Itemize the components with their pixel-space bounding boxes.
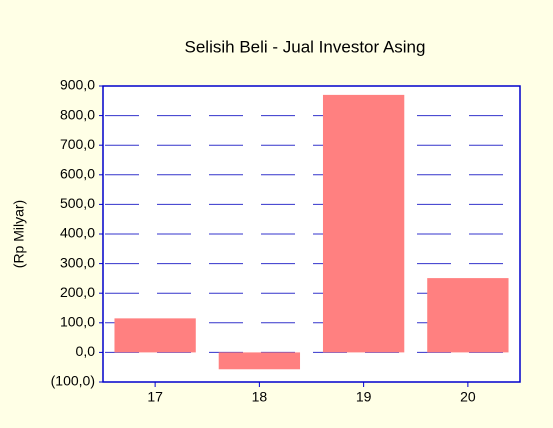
x-tick-label: 20 [460, 389, 476, 405]
y-axis-label: (Rp Milyar) [11, 200, 27, 268]
y-tick-label: 900,0 [60, 77, 95, 93]
y-tick-label: 600,0 [60, 166, 95, 182]
bar [427, 278, 509, 353]
y-tick-label: 200,0 [60, 284, 95, 300]
bar [114, 318, 196, 353]
y-tick-label: 0,0 [76, 343, 96, 359]
y-tick-label: 700,0 [60, 136, 95, 152]
x-tick-label: 19 [356, 389, 372, 405]
y-tick-label: (100,0) [51, 373, 95, 389]
y-tick-label: 500,0 [60, 195, 95, 211]
x-tick-label: 18 [252, 389, 268, 405]
chart-title: Selisih Beli - Jual Investor Asing [185, 37, 426, 56]
y-tick-label: 800,0 [60, 106, 95, 122]
x-tick-label: 17 [147, 389, 163, 405]
y-tick-label: 300,0 [60, 254, 95, 270]
y-tick-label: 100,0 [60, 314, 95, 330]
plot-border [102, 85, 521, 383]
bar [218, 352, 301, 370]
y-tick-label: 400,0 [60, 225, 95, 241]
bar [322, 94, 405, 353]
